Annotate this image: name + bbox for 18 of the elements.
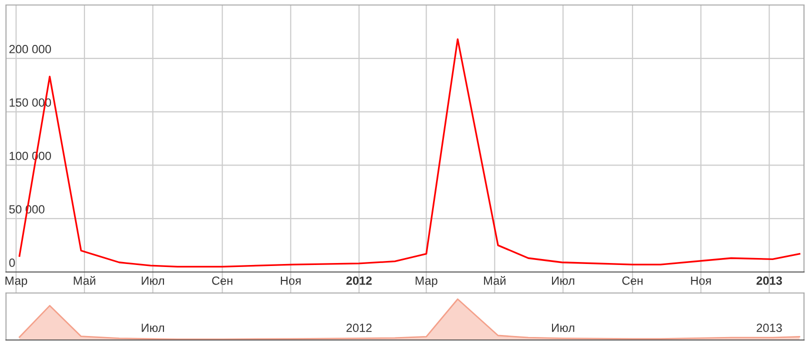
x-tick-label: Июл xyxy=(552,324,574,332)
x-tick-label: Май xyxy=(484,276,506,285)
y-tick-label: 200 000 xyxy=(9,44,51,54)
x-tick-label: Ноя xyxy=(691,276,711,285)
x-tick-label: Мар xyxy=(416,276,438,288)
x-tick-label: 2013 xyxy=(756,276,782,285)
x-tick-label: Мар xyxy=(6,276,28,288)
y-tick-label: 0 xyxy=(9,258,15,267)
x-tick-label: 2012 xyxy=(346,276,372,285)
x-tick-label: Июл xyxy=(142,276,164,285)
x-tick-label: Июл xyxy=(142,324,164,332)
x-tick-label: 2012 xyxy=(346,324,372,332)
x-tick-label: 2013 xyxy=(756,324,782,332)
x-tick-label: Май xyxy=(74,276,96,285)
x-tick-label: Сен xyxy=(622,276,643,285)
x-tick-label: Июл xyxy=(552,276,574,285)
x-tick-label: Сен xyxy=(212,276,232,285)
x-tick-label: Ноя xyxy=(280,276,301,285)
